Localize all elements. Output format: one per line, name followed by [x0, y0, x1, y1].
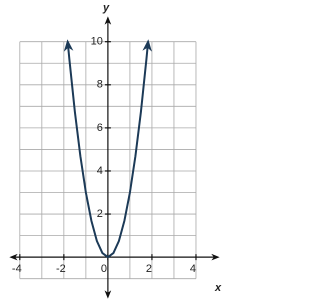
y-tick-label: 6	[97, 122, 103, 134]
x-tick-label: 4	[190, 263, 196, 275]
curve	[63, 39, 152, 259]
x-tick-label: -4	[12, 263, 22, 275]
x-axis-label: x	[214, 282, 222, 294]
chart: x y -4 -2 0 2 4 2 4 6 8 10	[9, 2, 222, 299]
x-tick-label: 0	[101, 263, 107, 275]
y-tick-label: 4	[97, 165, 103, 177]
y-tick-label: 8	[97, 79, 103, 91]
x-tick-label: 2	[146, 263, 152, 275]
y-axis-label: y	[102, 2, 110, 14]
y-tick-label: 10	[91, 36, 103, 48]
y-tick-label: 2	[97, 208, 103, 220]
x-tick-label: -2	[56, 263, 66, 275]
